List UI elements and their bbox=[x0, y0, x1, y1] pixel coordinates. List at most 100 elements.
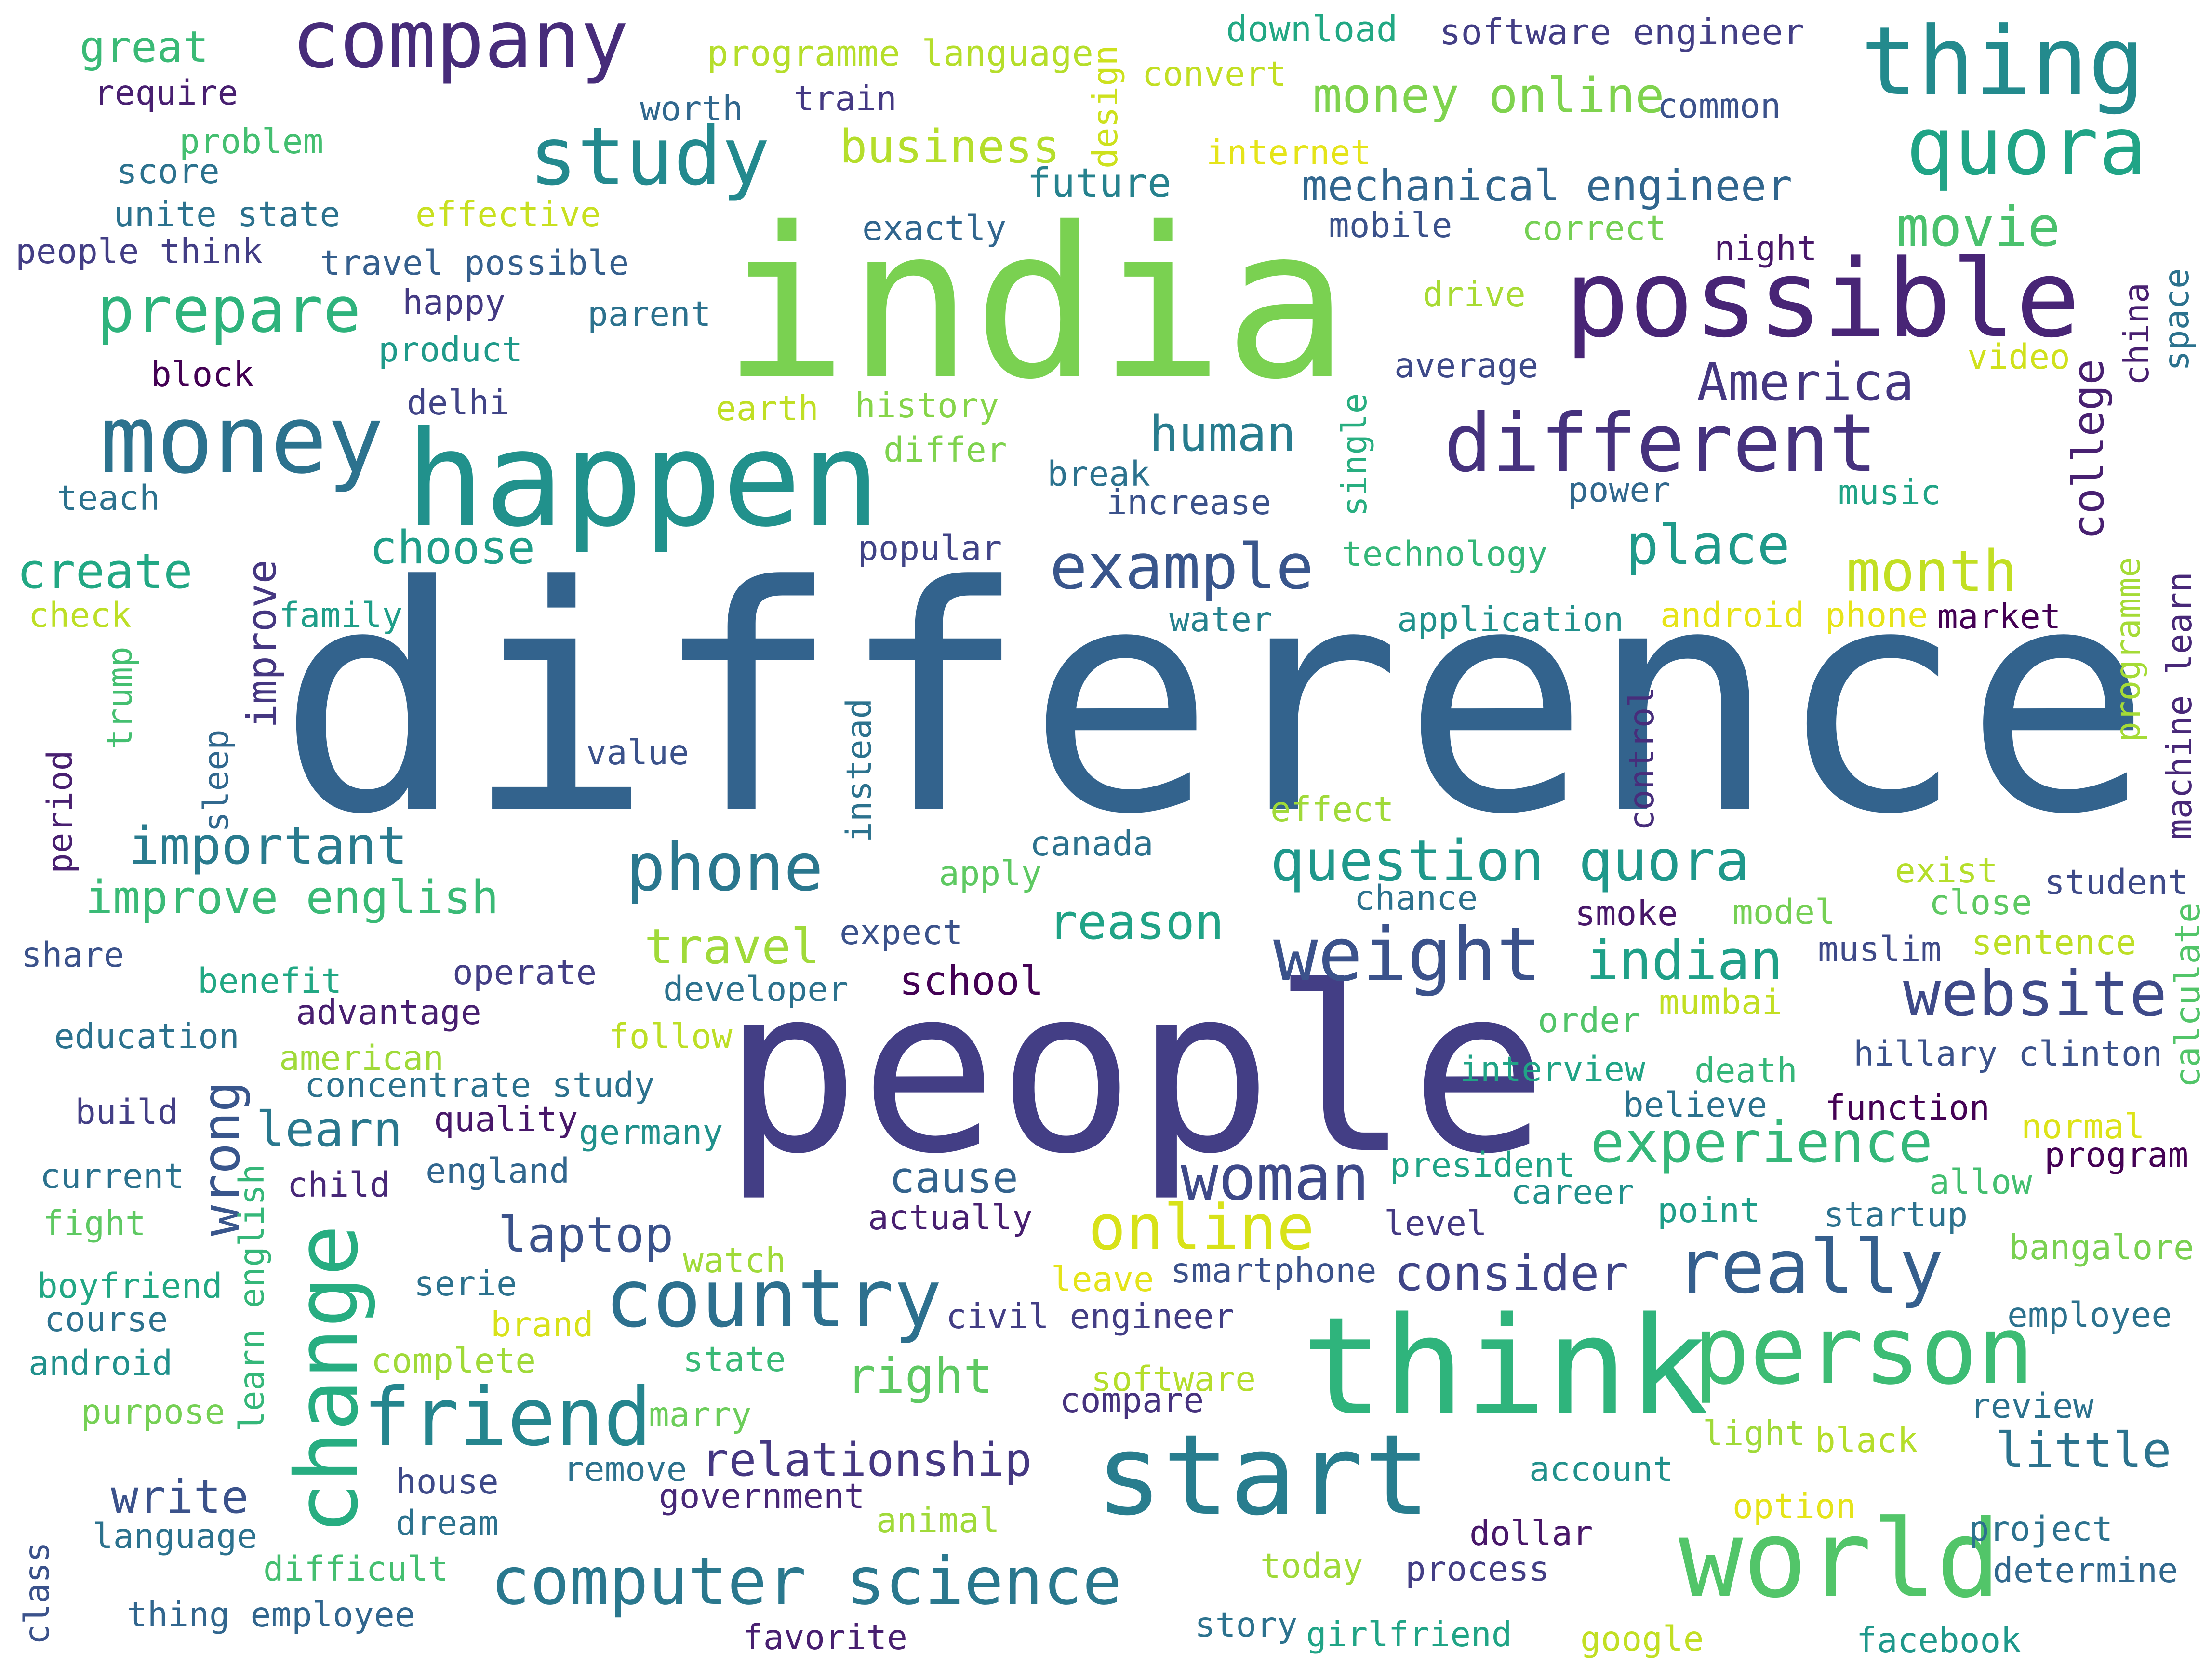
word-relationship: relationship bbox=[701, 1434, 1032, 1487]
word-little: little bbox=[1996, 1422, 2172, 1479]
word-education: education bbox=[54, 1016, 240, 1056]
word-leave: leave bbox=[1051, 1259, 1154, 1299]
word-example: example bbox=[1050, 530, 1314, 603]
word-require: require bbox=[94, 73, 239, 113]
word-believe: believe bbox=[1623, 1085, 1768, 1125]
word-order: order bbox=[1538, 1000, 1641, 1040]
word-government: government bbox=[659, 1476, 865, 1516]
word-thing-employee: thing employee bbox=[127, 1595, 415, 1635]
word-earth: earth bbox=[716, 388, 819, 428]
word-president: president bbox=[1390, 1145, 1575, 1185]
word-common: common bbox=[1657, 86, 1781, 126]
word-mechanical-engineer: mechanical engineer bbox=[1302, 160, 1793, 211]
word-technology: technology bbox=[1342, 534, 1548, 574]
word-watch: watch bbox=[683, 1240, 786, 1280]
word-laptop: laptop bbox=[498, 1206, 674, 1263]
word-water: water bbox=[1169, 600, 1272, 640]
word-state: state bbox=[683, 1339, 786, 1379]
word-developer: developer bbox=[663, 969, 849, 1009]
word-effect: effect bbox=[1270, 789, 1394, 829]
word-concentrate-study: concentrate study bbox=[305, 1065, 655, 1105]
word-month: month bbox=[1846, 538, 2018, 604]
word-convert: convert bbox=[1142, 54, 1287, 94]
word-course: course bbox=[44, 1299, 168, 1339]
word-company: company bbox=[292, 0, 629, 86]
word-choose: choose bbox=[370, 521, 535, 574]
word-human: human bbox=[1149, 405, 1296, 462]
word-serie: serie bbox=[414, 1264, 517, 1304]
word-america: America bbox=[1697, 353, 1914, 413]
word-american: american bbox=[279, 1038, 444, 1078]
word-great: great bbox=[80, 22, 209, 72]
word-complete: complete bbox=[371, 1341, 536, 1381]
word-woman: woman bbox=[1181, 1141, 1370, 1214]
word-design: design bbox=[1085, 45, 1125, 169]
word-delhi: delhi bbox=[407, 383, 510, 423]
word-fight: fight bbox=[43, 1203, 146, 1243]
word-money-online: money online bbox=[1313, 67, 1665, 124]
word-benefit: benefit bbox=[198, 961, 342, 1001]
word-build: build bbox=[75, 1092, 178, 1132]
word-country: country bbox=[605, 1253, 942, 1346]
word-prepare: prepare bbox=[97, 273, 361, 347]
word-really: really bbox=[1676, 1224, 1944, 1310]
word-travel-possible: travel possible bbox=[320, 243, 629, 283]
word-employee: employee bbox=[2007, 1295, 2172, 1335]
word-instead: instead bbox=[839, 698, 879, 842]
word-school: school bbox=[899, 958, 1044, 1004]
word-expect: expect bbox=[839, 912, 963, 952]
word-android-phone: android phone bbox=[1660, 595, 1928, 635]
word-brand: brand bbox=[491, 1305, 594, 1345]
word-train: train bbox=[794, 79, 897, 119]
word-software: software bbox=[1091, 1359, 1256, 1399]
word-favorite: favorite bbox=[743, 1617, 907, 1657]
word-operate: operate bbox=[453, 952, 597, 992]
word-people-think: people think bbox=[15, 231, 263, 271]
word-power: power bbox=[1568, 470, 1671, 510]
word-boyfriend: boyfriend bbox=[37, 1266, 223, 1306]
word-level: level bbox=[1384, 1203, 1487, 1243]
word-question-quora: question quora bbox=[1270, 827, 1750, 894]
word-allow: allow bbox=[1929, 1162, 2032, 1202]
word-parent: parent bbox=[587, 294, 711, 334]
word-cause: cause bbox=[889, 1152, 1018, 1202]
word-weight: weight bbox=[1273, 912, 1542, 998]
word-start: start bbox=[1095, 1411, 1431, 1540]
word-future: future bbox=[1027, 160, 1172, 206]
word-computer-science: computer science bbox=[491, 1544, 1122, 1620]
word-process: process bbox=[1405, 1549, 1550, 1589]
word-history: history bbox=[855, 386, 999, 426]
word-sentence: sentence bbox=[1972, 922, 2136, 962]
word-world: world bbox=[1679, 1497, 2001, 1622]
word-review: review bbox=[1970, 1386, 2094, 1426]
word-language: language bbox=[93, 1516, 257, 1556]
word-machine-learn: machine learn bbox=[2159, 572, 2199, 840]
word-block: block bbox=[151, 354, 254, 394]
word-place: place bbox=[1626, 513, 1790, 577]
word-effective: effective bbox=[415, 194, 601, 234]
word-learn-english: learn english bbox=[232, 1164, 272, 1432]
word-share: share bbox=[21, 935, 124, 975]
word-study: study bbox=[529, 110, 770, 203]
word-family: family bbox=[279, 595, 403, 635]
word-business: business bbox=[839, 120, 1060, 173]
word-compare: compare bbox=[1060, 1380, 1204, 1420]
word-smartphone: smartphone bbox=[1171, 1251, 1377, 1291]
word-child: child bbox=[287, 1165, 390, 1205]
word-period: period bbox=[40, 750, 80, 874]
word-think: think bbox=[1302, 1288, 1709, 1446]
word-score: score bbox=[117, 151, 220, 191]
word-interview: interview bbox=[1460, 1049, 1645, 1089]
word-happy: happy bbox=[402, 282, 506, 322]
word-startup: startup bbox=[1824, 1195, 1968, 1235]
word-marry: marry bbox=[649, 1395, 752, 1435]
word-product: product bbox=[378, 330, 523, 370]
word-quora: quora bbox=[1906, 100, 2147, 193]
word-teach: teach bbox=[57, 478, 160, 518]
word-apply: apply bbox=[939, 853, 1042, 893]
word-right: right bbox=[846, 1347, 993, 1404]
word-change: change bbox=[277, 1225, 377, 1534]
word-program: program bbox=[2044, 1135, 2189, 1175]
word-break: break bbox=[1047, 454, 1150, 494]
